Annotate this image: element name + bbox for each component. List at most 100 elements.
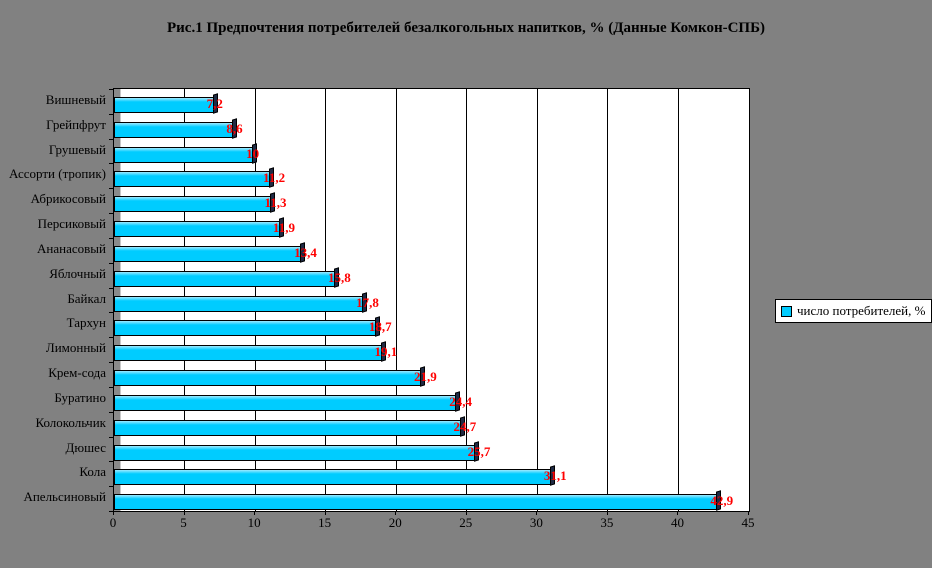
category-label: Абрикосовый	[30, 191, 106, 207]
bar	[114, 366, 426, 387]
category-label: Ассорти (тропик)	[8, 166, 106, 182]
gridline	[466, 89, 468, 511]
bar	[114, 242, 306, 263]
x-tick-label: 40	[670, 515, 684, 530]
category-label: Персиковый	[37, 216, 106, 232]
x-axis-tick	[536, 511, 538, 515]
x-tick-label: 20	[388, 515, 402, 530]
y-axis-tick	[109, 437, 113, 438]
category-label: Тархун	[66, 315, 106, 331]
y-axis-tick	[109, 337, 113, 338]
bar-value-label: 13,4	[294, 244, 317, 260]
y-axis-tick	[109, 288, 113, 289]
x-axis-tick	[113, 511, 114, 515]
bar	[114, 440, 479, 462]
x-axis-tick	[183, 511, 185, 515]
y-axis-tick	[109, 312, 113, 313]
legend-marker-icon	[781, 305, 792, 317]
gridline	[536, 89, 538, 511]
y-axis-tick	[109, 387, 113, 388]
gridline	[677, 89, 679, 511]
x-axis-tick	[254, 511, 256, 515]
x-axis-tick	[606, 511, 608, 515]
y-axis-tick	[109, 486, 113, 487]
category-label: Дюшес	[65, 439, 106, 455]
category-label: Кола	[79, 464, 106, 480]
bar	[114, 266, 339, 288]
x-tick-label: 45	[741, 515, 755, 530]
y-axis-tick	[109, 263, 113, 264]
category-label: Грейпфрут	[46, 116, 106, 132]
category-label: Ананасовый	[37, 240, 106, 256]
x-tick-label: 35	[600, 515, 614, 530]
y-axis-tick	[109, 139, 113, 140]
x-tick-label: 0	[109, 515, 117, 530]
x-axis-tick	[395, 511, 397, 515]
y-axis-tick	[109, 511, 113, 512]
category-label: Лимонный	[45, 340, 106, 356]
bar-value-label: 18,7	[368, 319, 392, 335]
bar-value-label: 25,7	[467, 443, 491, 459]
bar	[114, 118, 238, 139]
bar-value-label: 11,3	[264, 195, 287, 211]
y-axis-tick	[109, 238, 113, 239]
x-tick-label: 30	[529, 515, 543, 530]
x-tick-label: 5	[180, 515, 187, 530]
legend-label: число потребителей, %	[797, 303, 926, 318]
category-label: Апельсиновый	[23, 489, 106, 505]
bar	[114, 217, 284, 238]
bar-value-label: 42,9	[710, 493, 734, 509]
category-label: Вишневый	[45, 92, 106, 107]
x-axis-tick	[324, 511, 326, 515]
bar	[114, 341, 386, 363]
bar	[114, 316, 380, 338]
bar	[114, 415, 465, 437]
y-axis-tick	[109, 412, 113, 413]
bar	[114, 291, 368, 313]
category-label: Грушевый	[48, 141, 106, 157]
x-tick-label: 15	[318, 515, 332, 530]
bar	[114, 167, 275, 189]
x-tick-label: 25	[459, 515, 473, 530]
category-label: Яблочный	[49, 265, 106, 281]
bar-value-label: 11,9	[272, 220, 295, 236]
bar-value-label: 11,2	[263, 170, 286, 186]
y-axis-tick	[109, 89, 113, 90]
category-label: Крем-сода	[48, 365, 106, 381]
bar-value-label: 7,2	[206, 96, 223, 111]
bar	[114, 465, 555, 487]
category-label: Буратино	[54, 389, 106, 405]
category-label: Колокольчик	[35, 414, 106, 430]
y-axis-tick	[109, 213, 113, 214]
x-axis-tick	[677, 511, 679, 515]
bar-value-label: 21,9	[414, 369, 437, 385]
legend: число потребителей, %	[775, 299, 932, 323]
bar	[114, 93, 218, 114]
bar	[114, 391, 461, 412]
gridline	[607, 89, 609, 511]
y-axis-tick	[109, 362, 113, 363]
x-axis-tick	[748, 511, 749, 515]
y-axis-tick	[109, 163, 113, 164]
y-axis-tick	[109, 461, 113, 462]
bar-value-label: 8,6	[226, 120, 243, 136]
bar	[114, 192, 276, 214]
x-axis-tick	[465, 511, 467, 515]
category-label: Байкал	[67, 290, 106, 306]
bar-value-label: 31,1	[543, 468, 567, 484]
bar-value-label: 10	[246, 145, 260, 161]
x-tick-label: 10	[247, 515, 261, 530]
bar-value-label: 15,8	[327, 269, 351, 285]
bar-value-label: 17,8	[356, 294, 379, 310]
y-axis-tick	[109, 114, 113, 115]
bar	[114, 490, 722, 511]
bar-value-label: 24,4	[449, 393, 473, 409]
bar-value-label: 19,1	[374, 344, 398, 360]
plot-area: 7,2 8,6 10 11,2 11,3 11,9 13,4 15,8 17,8 18,7 19,1…	[109, 88, 750, 512]
bar	[114, 142, 258, 164]
gridline	[395, 89, 397, 511]
y-axis-tick	[109, 188, 113, 189]
chart-title: Рис.1 Предпочтения потребителей безалког…	[166, 20, 765, 36]
bar-value-label: 24,7	[453, 418, 477, 434]
